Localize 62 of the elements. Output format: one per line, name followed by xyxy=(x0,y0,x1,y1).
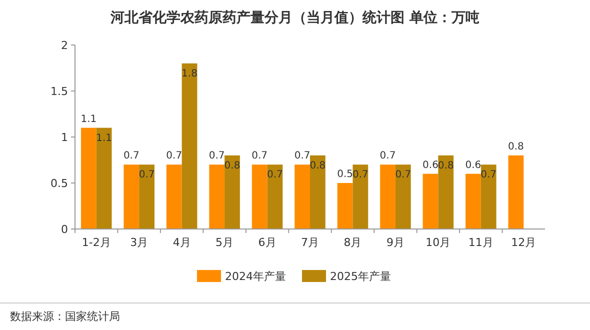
bar xyxy=(80,128,96,229)
bar xyxy=(182,63,198,229)
bar xyxy=(422,174,438,229)
x-tick-label: 5月 xyxy=(216,236,234,249)
data-label: 0.8 xyxy=(438,160,454,172)
y-tick-label: 1 xyxy=(61,131,68,144)
bar xyxy=(209,164,225,229)
y-tick-label: 1.5 xyxy=(50,85,68,98)
legend-label: 2025年产量 xyxy=(330,270,391,283)
data-label: 0.7 xyxy=(380,150,396,162)
bar xyxy=(352,164,368,229)
bar xyxy=(139,164,154,229)
bar xyxy=(395,164,411,229)
data-label: 0.7 xyxy=(480,170,497,181)
data-label: 0.7 xyxy=(123,150,140,162)
bar xyxy=(252,164,268,229)
data-label: 0.7 xyxy=(252,150,268,162)
data-label: 0.7 xyxy=(294,150,310,162)
data-label: 0.8 xyxy=(224,160,240,172)
x-tick-label: 6月 xyxy=(258,236,276,249)
data-label: 0.6 xyxy=(422,160,438,171)
x-tick-label: 11月 xyxy=(468,236,494,249)
bar xyxy=(508,155,524,229)
x-tick-label: 3月 xyxy=(130,236,148,249)
x-tick-label: 12月 xyxy=(511,236,536,249)
data-label: 0.7 xyxy=(267,170,283,181)
bar xyxy=(466,174,481,229)
bar xyxy=(337,183,353,229)
legend-label: 2024年产量 xyxy=(225,270,286,283)
source-note: 数据来源：国家统计局 xyxy=(10,310,120,323)
bar xyxy=(124,164,140,229)
x-tick-label: 9月 xyxy=(386,236,404,249)
data-label: 1.8 xyxy=(182,68,198,80)
data-label: 0.7 xyxy=(395,170,412,181)
y-tick-label: 0.5 xyxy=(50,177,68,190)
y-tick-label: 2 xyxy=(61,39,68,52)
data-label: 1.1 xyxy=(80,114,97,125)
bar xyxy=(438,155,454,229)
bar xyxy=(96,128,112,229)
data-label: 1.1 xyxy=(96,132,112,144)
data-label: 0.6 xyxy=(465,160,482,171)
data-label: 0.8 xyxy=(310,160,326,172)
bar xyxy=(224,155,240,229)
x-tick-label: 8月 xyxy=(344,236,362,249)
x-tick-label: 4月 xyxy=(172,236,191,249)
x-tick-label: 7月 xyxy=(301,236,319,249)
chart-title: 河北省化学农药原药产量分月（当月值）统计图 单位：万吨 xyxy=(110,9,480,26)
bar xyxy=(380,164,396,229)
y-tick-label: 0 xyxy=(61,223,68,236)
data-label: 0.7 xyxy=(166,150,182,162)
bar xyxy=(310,155,326,229)
data-label: 0.7 xyxy=(208,150,225,162)
data-label: 0.7 xyxy=(352,170,368,181)
bar xyxy=(166,164,182,229)
bar xyxy=(294,164,310,229)
data-label: 0.7 xyxy=(138,170,155,181)
bar xyxy=(480,164,496,229)
data-label: 0.5 xyxy=(337,169,353,180)
x-tick-label: 1-2月 xyxy=(82,236,111,249)
x-tick-label: 10月 xyxy=(426,236,451,249)
bar xyxy=(267,164,283,229)
data-label: 0.8 xyxy=(508,141,524,152)
